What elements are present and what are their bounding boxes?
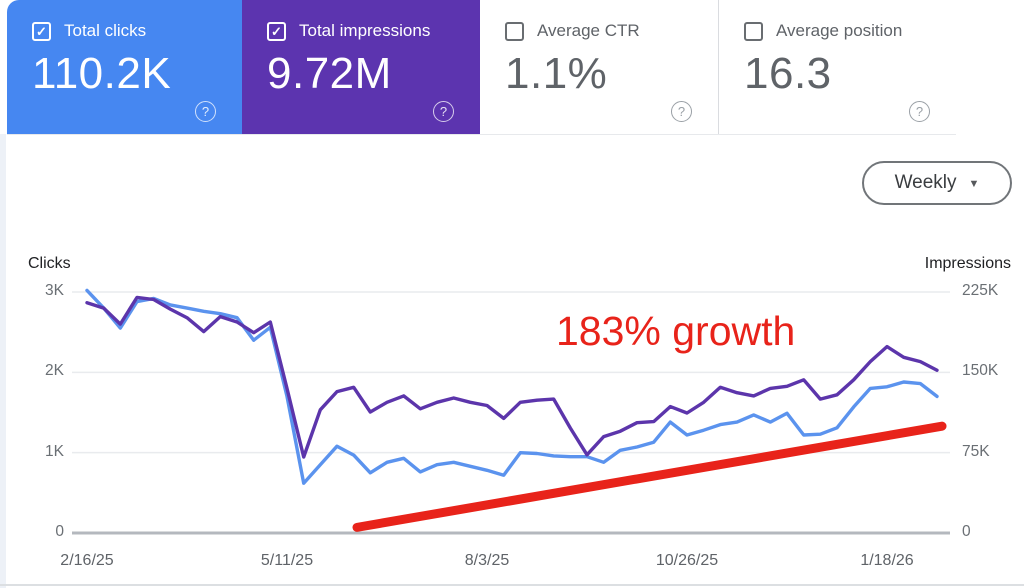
help-icon[interactable]: ? bbox=[195, 101, 216, 122]
left-edge-strip bbox=[0, 134, 6, 588]
metric-card-average-position[interactable]: Average position 16.3 ? bbox=[718, 0, 956, 134]
metric-card-value: 1.1% bbox=[505, 49, 608, 98]
help-icon[interactable]: ? bbox=[909, 101, 930, 122]
metric-card-value: 110.2K bbox=[32, 49, 172, 98]
growth-annotation: 183% growth bbox=[556, 308, 796, 354]
metric-card-label: Total clicks bbox=[64, 21, 147, 40]
metric-card-value: 16.3 bbox=[744, 49, 832, 98]
interval-dropdown[interactable]: Weekly ▼ bbox=[862, 161, 1012, 205]
y-axis-tick-right: 150K bbox=[962, 362, 999, 380]
checkbox-checked-icon[interactable]: ✓ bbox=[32, 21, 51, 41]
x-axis-tick: 8/3/25 bbox=[464, 552, 510, 569]
bottom-divider bbox=[0, 584, 1024, 586]
metric-card-label: Average CTR bbox=[537, 21, 640, 40]
y-axis-tick-left: 2K bbox=[45, 362, 64, 380]
left-axis-title: Clicks bbox=[28, 255, 71, 272]
y-axis-tick-right: 75K bbox=[962, 442, 990, 460]
y-axis-tick-right: 225K bbox=[962, 282, 999, 299]
metric-card-value: 9.72M bbox=[267, 49, 392, 98]
metric-card-label: Total impressions bbox=[299, 21, 431, 40]
y-axis-tick-left: 3K bbox=[45, 282, 64, 299]
metric-card-label: Average position bbox=[776, 21, 903, 40]
right-axis-title: Impressions bbox=[924, 255, 1011, 272]
series-line-impressions bbox=[85, 295, 939, 459]
help-icon[interactable]: ? bbox=[433, 101, 454, 122]
interval-dropdown-label: Weekly bbox=[894, 172, 957, 193]
help-icon[interactable]: ? bbox=[671, 101, 692, 122]
y-axis-tick-left: 0 bbox=[55, 523, 64, 540]
y-axis-tick-right: 0 bbox=[962, 523, 971, 540]
metric-cards-row: ✓ Total clicks 110.2K ? ✓ Total impressi… bbox=[7, 0, 956, 135]
trend-line bbox=[352, 421, 947, 532]
metric-card-average-ctr[interactable]: Average CTR 1.1% ? bbox=[480, 0, 718, 134]
x-axis-tick: 1/18/26 bbox=[860, 552, 914, 569]
checkbox-checked-icon[interactable]: ✓ bbox=[267, 21, 286, 41]
checkbox-unchecked-icon[interactable] bbox=[505, 21, 524, 41]
x-axis-tick: 2/16/25 bbox=[60, 552, 114, 569]
metric-card-total-clicks[interactable]: ✓ Total clicks 110.2K ? bbox=[7, 0, 242, 134]
series-line-clicks bbox=[85, 288, 939, 485]
y-axis-tick-left: 1K bbox=[45, 442, 64, 460]
metric-card-total-impressions[interactable]: ✓ Total impressions 9.72M ? bbox=[242, 0, 480, 134]
x-axis-tick: 10/26/25 bbox=[655, 552, 719, 569]
checkbox-unchecked-icon[interactable] bbox=[744, 21, 763, 41]
x-axis-tick: 5/11/25 bbox=[260, 552, 314, 569]
chevron-down-icon: ▼ bbox=[968, 178, 980, 190]
